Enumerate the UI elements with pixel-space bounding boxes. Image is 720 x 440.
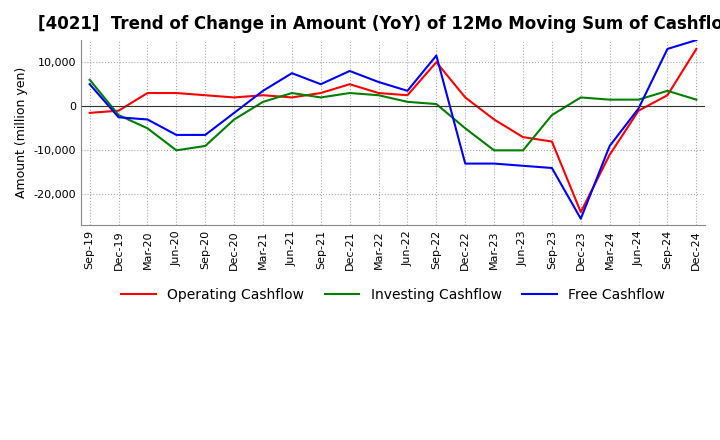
Investing Cashflow [201, 143, 210, 149]
Line: Operating Cashflow: Operating Cashflow [90, 49, 696, 212]
Operating Cashflow [634, 108, 643, 114]
Operating Cashflow [663, 92, 672, 98]
Investing Cashflow [172, 148, 181, 153]
Operating Cashflow [518, 135, 527, 140]
Operating Cashflow [577, 209, 585, 215]
Free Cashflow [432, 53, 441, 58]
Free Cashflow [287, 70, 296, 76]
Investing Cashflow [548, 113, 557, 118]
Investing Cashflow [692, 97, 701, 102]
Free Cashflow [172, 132, 181, 138]
Investing Cashflow [258, 99, 267, 104]
Operating Cashflow [606, 152, 614, 158]
Operating Cashflow [287, 95, 296, 100]
Free Cashflow [143, 117, 152, 122]
Operating Cashflow [114, 108, 123, 114]
Investing Cashflow [663, 88, 672, 93]
Operating Cashflow [403, 92, 412, 98]
Investing Cashflow [143, 126, 152, 131]
Line: Free Cashflow: Free Cashflow [90, 40, 696, 219]
Free Cashflow [114, 115, 123, 120]
Free Cashflow [461, 161, 469, 166]
Operating Cashflow [490, 117, 498, 122]
Free Cashflow [258, 88, 267, 93]
Free Cashflow [634, 106, 643, 111]
Investing Cashflow [86, 77, 94, 82]
Investing Cashflow [432, 101, 441, 106]
Investing Cashflow [287, 90, 296, 95]
Free Cashflow [317, 81, 325, 87]
Investing Cashflow [577, 95, 585, 100]
Investing Cashflow [230, 117, 238, 122]
Free Cashflow [518, 163, 527, 169]
Investing Cashflow [606, 97, 614, 102]
Free Cashflow [230, 110, 238, 116]
Free Cashflow [490, 161, 498, 166]
Free Cashflow [86, 81, 94, 87]
Y-axis label: Amount (million yen): Amount (million yen) [15, 67, 28, 198]
Investing Cashflow [114, 113, 123, 118]
Operating Cashflow [172, 90, 181, 95]
Operating Cashflow [230, 95, 238, 100]
Free Cashflow [663, 46, 672, 51]
Operating Cashflow [461, 95, 469, 100]
Free Cashflow [374, 79, 383, 84]
Free Cashflow [548, 165, 557, 171]
Legend: Operating Cashflow, Investing Cashflow, Free Cashflow: Operating Cashflow, Investing Cashflow, … [115, 282, 670, 307]
Investing Cashflow [346, 90, 354, 95]
Operating Cashflow [548, 139, 557, 144]
Operating Cashflow [86, 110, 94, 116]
Free Cashflow [346, 68, 354, 73]
Free Cashflow [692, 37, 701, 43]
Operating Cashflow [201, 92, 210, 98]
Investing Cashflow [518, 148, 527, 153]
Operating Cashflow [346, 81, 354, 87]
Investing Cashflow [374, 92, 383, 98]
Title: [4021]  Trend of Change in Amount (YoY) of 12Mo Moving Sum of Cashflows: [4021] Trend of Change in Amount (YoY) o… [38, 15, 720, 33]
Operating Cashflow [258, 92, 267, 98]
Investing Cashflow [634, 97, 643, 102]
Free Cashflow [577, 216, 585, 221]
Free Cashflow [403, 88, 412, 93]
Investing Cashflow [317, 95, 325, 100]
Operating Cashflow [692, 46, 701, 51]
Operating Cashflow [317, 90, 325, 95]
Investing Cashflow [490, 148, 498, 153]
Investing Cashflow [461, 126, 469, 131]
Operating Cashflow [432, 59, 441, 65]
Free Cashflow [606, 143, 614, 149]
Operating Cashflow [143, 90, 152, 95]
Operating Cashflow [374, 90, 383, 95]
Investing Cashflow [403, 99, 412, 104]
Free Cashflow [201, 132, 210, 138]
Line: Investing Cashflow: Investing Cashflow [90, 80, 696, 150]
